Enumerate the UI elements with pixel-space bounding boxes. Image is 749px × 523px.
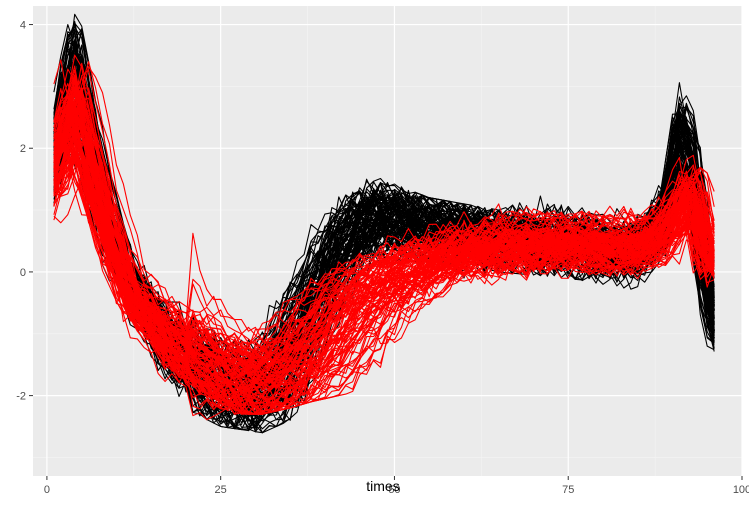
y-tick-label: -2 (16, 391, 26, 403)
series-line (53, 66, 715, 391)
series-line (53, 129, 715, 369)
x-tick-label: 25 (215, 484, 227, 496)
y-tick-label: 2 (20, 143, 26, 155)
series-line (53, 86, 715, 406)
series-line (53, 65, 715, 376)
series-line (53, 119, 715, 389)
series-line (53, 92, 715, 389)
series-line (53, 139, 715, 353)
y-tick-label: 4 (20, 20, 26, 32)
series-lines (53, 13, 715, 434)
x-tick-label: 100 (733, 484, 749, 496)
series-line (53, 161, 715, 379)
x-tick-label: 0 (44, 484, 50, 496)
x-axis-title: times (366, 478, 399, 494)
y-tick-label: 0 (20, 267, 26, 279)
series-line (53, 115, 715, 411)
x-tick-label: 75 (562, 484, 574, 496)
series-line (53, 119, 715, 415)
series-line (53, 87, 715, 382)
axes: 0 25 50 75 100 -2 0 2 4 (16, 20, 749, 496)
x-tick-label: 50 (388, 484, 400, 496)
series-line (53, 156, 715, 379)
series-line (53, 134, 715, 355)
series-line (53, 123, 715, 405)
